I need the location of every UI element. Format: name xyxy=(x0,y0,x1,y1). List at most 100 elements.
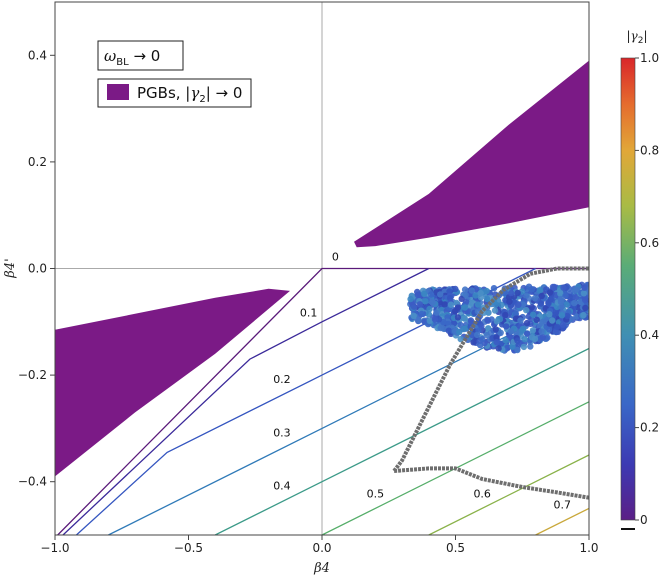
scatter-point xyxy=(425,311,433,318)
scatter-point xyxy=(410,312,417,319)
scatter-point xyxy=(523,330,531,337)
contour-label-0.3: 0.3 xyxy=(273,426,291,439)
scatter-point xyxy=(474,301,482,308)
scatter-point xyxy=(483,295,491,302)
scatter-point xyxy=(461,304,469,311)
colorbar-title-gamma: γ xyxy=(631,29,639,43)
pgb-post: | → 0 xyxy=(206,84,243,102)
scatter-point xyxy=(531,294,539,302)
scatter-point xyxy=(536,287,544,294)
scatter-point xyxy=(495,345,502,352)
colorbar: |γ2| 00.20.40.60.81.0 xyxy=(620,29,659,530)
scatter-point xyxy=(557,290,564,297)
scatter-point xyxy=(433,309,440,316)
contour-label-0.1: 0.1 xyxy=(300,306,318,319)
scatter-point xyxy=(581,284,588,291)
legend-swatch-pgb xyxy=(107,84,129,100)
colorbar-tick-label: 0.2 xyxy=(640,421,659,435)
scatter-cluster xyxy=(407,281,589,354)
scatter-point xyxy=(562,292,569,299)
scatter-point xyxy=(514,346,521,354)
scatter-point xyxy=(477,341,484,349)
scatter-point xyxy=(427,291,435,298)
legend-box-1 xyxy=(97,40,184,71)
colorbar-title: |γ2| xyxy=(627,29,648,46)
scatter-point xyxy=(484,317,492,324)
x-axis-label: β4 xyxy=(313,561,330,576)
scatter-point xyxy=(549,317,556,324)
scatter-point xyxy=(538,292,545,300)
colorbar-title-bar-left: | xyxy=(627,29,631,43)
contour-line-0.7 xyxy=(535,507,589,535)
legend-label-pgb: PGBs, |γ2| → 0 xyxy=(137,84,242,105)
scatter-point xyxy=(521,336,528,343)
pgb-region-upper-right xyxy=(354,60,589,248)
scatter-point xyxy=(502,337,509,344)
y-axis: −0.4 −0.2 0.0 0.2 0.4 xyxy=(18,48,55,489)
scatter-point xyxy=(483,287,490,295)
omega-symbol: ω xyxy=(104,47,116,65)
scatter-point xyxy=(523,306,530,314)
scatter-point xyxy=(414,291,422,299)
scatter-point xyxy=(515,301,522,308)
contour-label-0.4: 0.4 xyxy=(273,480,291,493)
y-tick-label: 0.4 xyxy=(28,48,47,62)
scatter-point xyxy=(546,289,554,296)
scatter-point xyxy=(582,304,589,312)
scatter-point xyxy=(501,289,509,297)
scatter-point xyxy=(473,331,481,339)
scatter-point xyxy=(573,313,580,320)
scatter-point xyxy=(437,291,444,298)
pgb-sub: 2 xyxy=(199,94,205,105)
contour-label-0.2: 0.2 xyxy=(273,373,291,386)
scatter-point xyxy=(528,304,535,311)
contour-line-0 xyxy=(57,267,589,535)
scatter-point xyxy=(560,284,567,291)
scatter-point xyxy=(454,304,462,311)
scatter-point xyxy=(517,317,524,324)
scatter-point xyxy=(485,309,492,316)
scatter-point xyxy=(479,335,486,343)
scatter-point xyxy=(528,286,536,293)
scatter-point xyxy=(410,303,418,310)
scatter-point xyxy=(498,301,505,309)
scatter-point xyxy=(558,303,565,310)
scatter-point xyxy=(571,299,578,307)
colorbar-title-sub: 2 xyxy=(638,36,644,46)
scatter-point xyxy=(531,335,539,343)
scatter-point xyxy=(533,316,540,323)
scatter-point xyxy=(458,295,465,302)
scatter-point xyxy=(457,335,464,343)
colorbar-tick-label: 1.0 xyxy=(640,51,659,65)
scatter-point xyxy=(490,285,498,292)
colorbar-tick-label: 0 xyxy=(640,513,648,527)
scatter-point xyxy=(454,314,462,321)
scatter-point xyxy=(537,300,545,307)
contour-line-0.1 xyxy=(62,267,430,535)
scatter-point xyxy=(492,326,499,333)
legend: ωBL → 0 PGBs, |γ2| → 0 xyxy=(97,40,252,108)
scatter-point xyxy=(468,287,475,294)
contour-label-0.5: 0.5 xyxy=(367,488,385,501)
contour-label-0.7: 0.7 xyxy=(554,498,572,511)
scatter-point xyxy=(572,294,579,301)
scatter-point xyxy=(519,301,527,308)
scatter-point xyxy=(462,291,469,299)
scatter-point xyxy=(461,315,468,322)
scatter-point xyxy=(461,286,469,293)
scatter-point xyxy=(506,298,513,305)
plot-area: 0 0.1 0.2 0.3 0.4 0.5 0.6 0.7 xyxy=(55,2,589,535)
scatter-point xyxy=(407,295,414,303)
gray-curve-2 xyxy=(393,466,589,500)
y-tick-label: 0.0 xyxy=(28,262,47,276)
pgb-gamma: γ xyxy=(190,84,199,102)
scatter-point xyxy=(431,316,439,323)
pgb-pre: PGBs, | xyxy=(137,84,190,102)
y-tick-label: −0.2 xyxy=(18,368,47,382)
colorbar-title-bar-right: | xyxy=(643,29,647,43)
scatter-point xyxy=(558,312,566,319)
scatter-point xyxy=(553,328,560,336)
omega-rest: → 0 xyxy=(129,47,161,65)
scatter-point xyxy=(491,307,499,314)
scatter-point xyxy=(527,343,534,350)
